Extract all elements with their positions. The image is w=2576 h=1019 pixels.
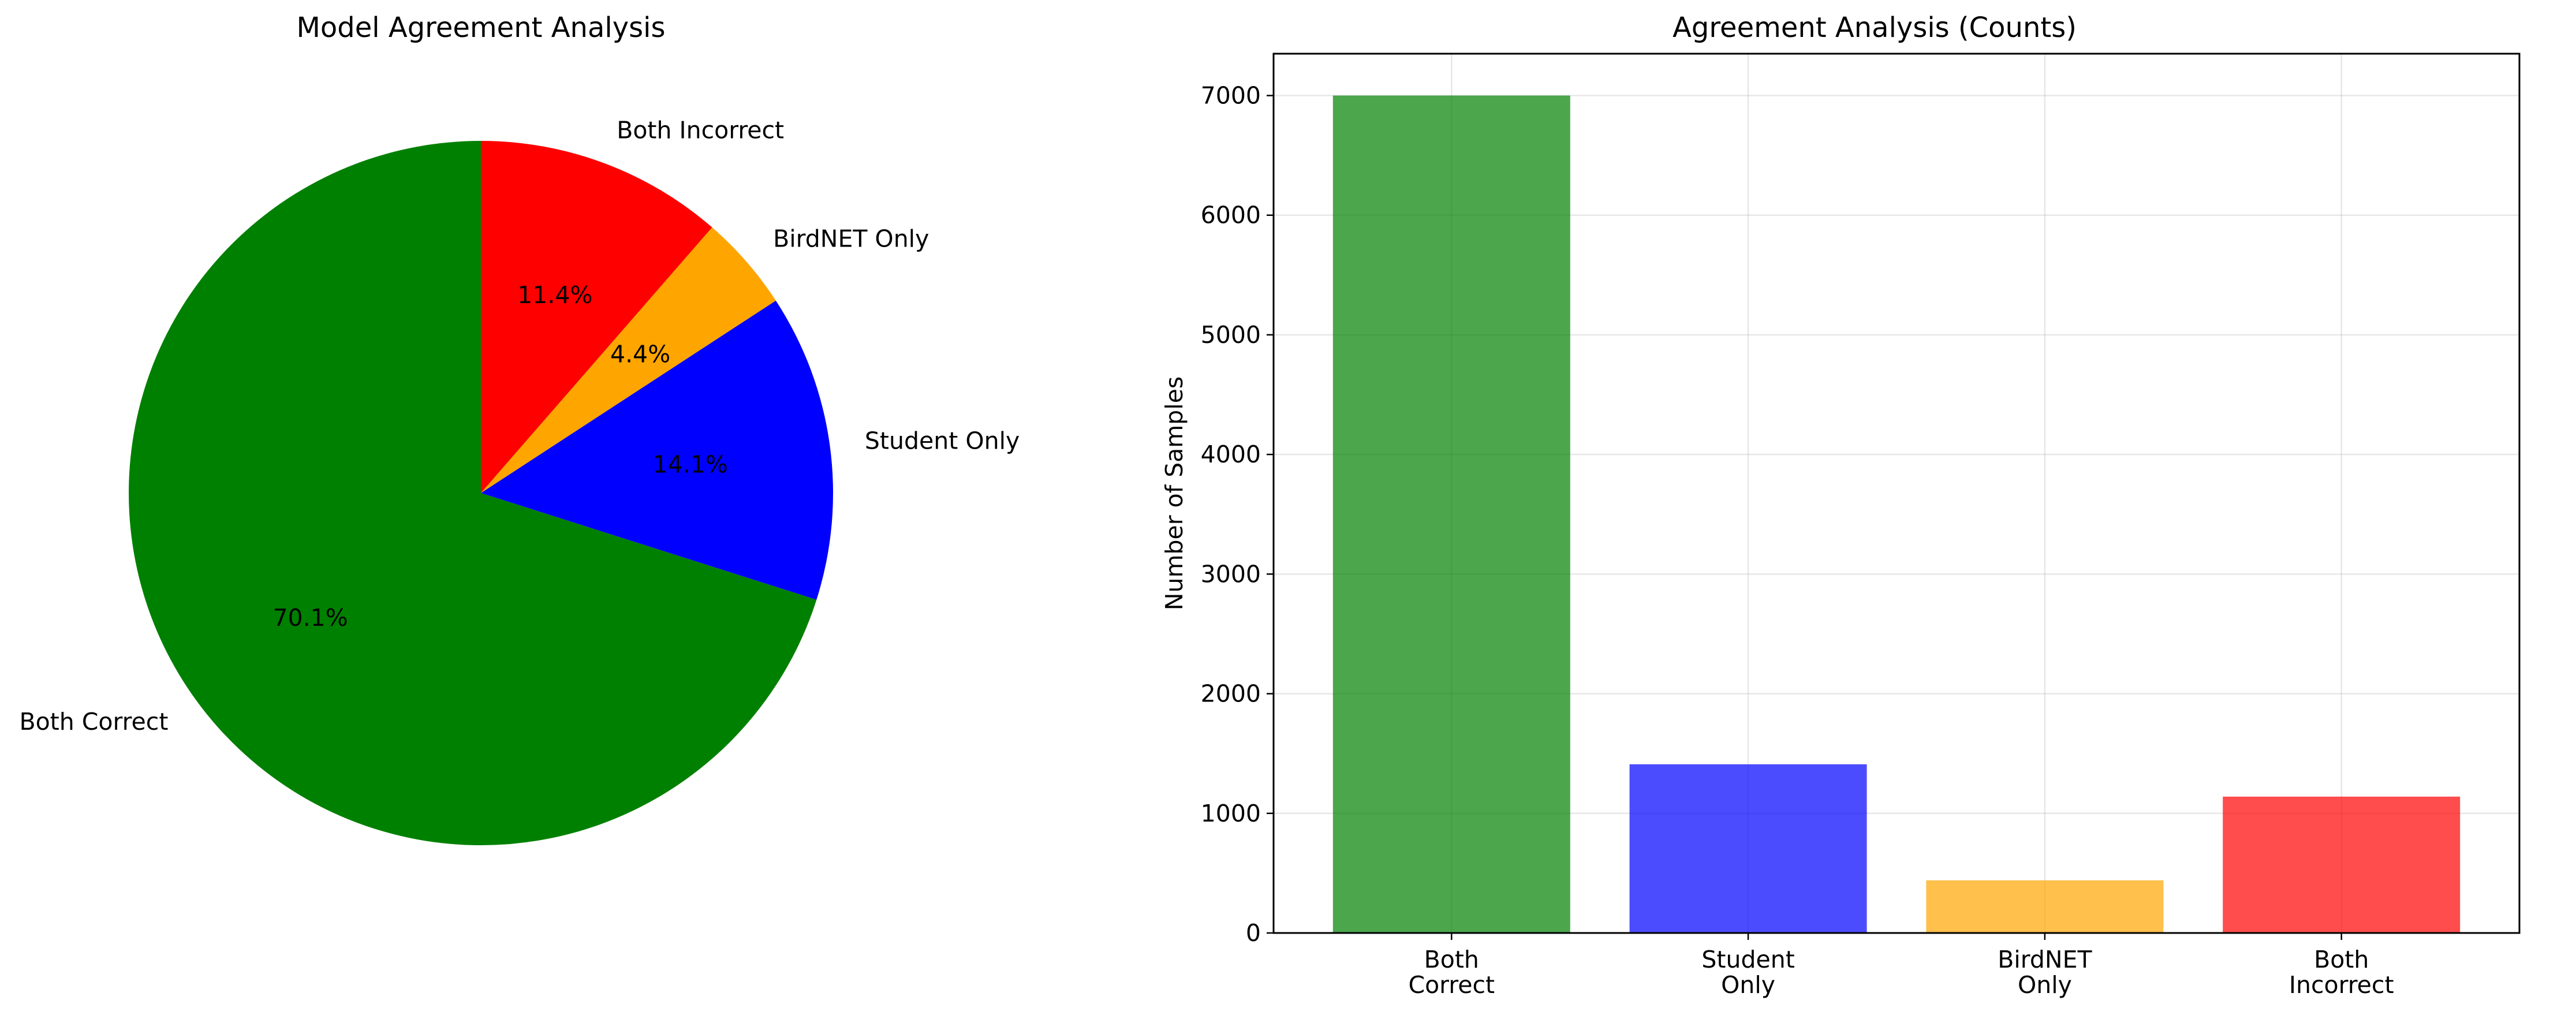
bar-chart-x-ticks: Both Correct Student Only BirdNET Only Both Inc… — [1408, 933, 2394, 999]
bar-both-incorrect — [2223, 796, 2461, 933]
y-tick-label: 7000 — [1201, 82, 1261, 110]
y-tick-label: 1000 — [1201, 800, 1261, 827]
pie-chart-title: Model Agreement Analysis — [297, 12, 666, 44]
y-tick-label: 6000 — [1201, 201, 1261, 229]
pie-slices — [129, 141, 834, 846]
x-tick-label-both-incorrect: Both Incorrect — [2289, 946, 2394, 999]
x-tick-label-birdnet-only: BirdNET Only — [1998, 946, 2092, 999]
bar-birdnet-only — [1926, 880, 2164, 933]
bar-chart-y-ticks: 0 1000 2000 3000 4000 5000 6000 7000 — [1201, 82, 1274, 947]
pie-label-birdnet-only: BirdNET Only — [773, 225, 929, 252]
pie-label-student-only: Student Only — [865, 427, 1020, 455]
pie-chart-panel: Model Agreement Analysis Both Incorrect 1… — [19, 12, 1020, 846]
pie-slice-labels: Both Incorrect 11.4% BirdNET Only 4.4% Stude… — [19, 117, 1020, 736]
y-tick-label: 4000 — [1201, 441, 1261, 468]
bar-chart-title: Agreement Analysis (Counts) — [1672, 12, 2077, 44]
y-tick-label: 0 — [1246, 919, 1261, 947]
bar-chart-panel: Agreement Analysis (Counts) 0 1000 2000 300… — [1160, 12, 2521, 999]
y-tick-label: 2000 — [1201, 680, 1261, 708]
pie-percent-both-correct: 70.1% — [272, 604, 348, 632]
pie-slice-student-only — [481, 300, 834, 600]
pie-percent-birdnet-only: 4.4% — [610, 341, 670, 368]
y-tick-label: 3000 — [1201, 560, 1261, 588]
pie-percent-both-incorrect: 11.4% — [517, 281, 592, 309]
pie-slice-birdnet-only — [481, 227, 776, 493]
x-tick-label-student-only: Student Only — [1701, 946, 1794, 999]
x-tick-label-both-correct: Both Correct — [1408, 946, 1495, 999]
pie-slice-both-correct — [129, 141, 817, 846]
bar-both-correct — [1332, 95, 1570, 933]
bar-student-only — [1629, 764, 1867, 933]
bar-chart-axes-frame — [1272, 53, 2521, 934]
pie-label-both-incorrect: Both Incorrect — [617, 117, 784, 144]
pie-percent-student-only: 14.1% — [653, 451, 728, 479]
y-tick-label: 5000 — [1201, 321, 1261, 349]
pie-label-both-correct: Both Correct — [19, 708, 168, 736]
bar-chart-y-axis-label: Number of Samples — [1160, 376, 1188, 610]
bar-chart-bars — [1332, 95, 2461, 933]
pie-slice-both-incorrect — [481, 141, 712, 493]
